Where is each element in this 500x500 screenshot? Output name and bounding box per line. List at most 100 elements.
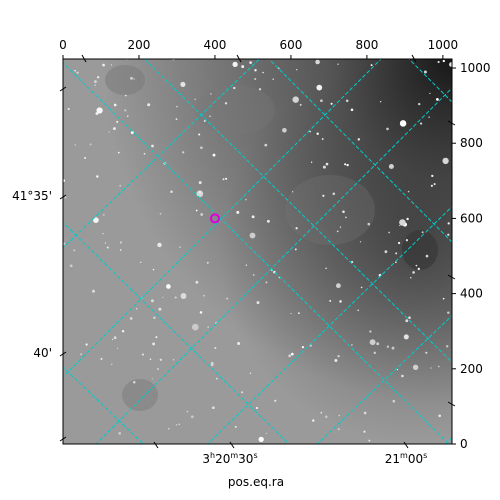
star	[182, 151, 185, 154]
star	[265, 432, 268, 435]
star	[198, 133, 201, 136]
star	[245, 264, 248, 266]
star	[170, 190, 173, 194]
star	[199, 311, 203, 314]
star	[186, 410, 189, 413]
star	[121, 330, 125, 333]
star	[126, 115, 129, 118]
star	[225, 177, 228, 180]
target-marker	[209, 213, 220, 224]
star	[297, 312, 300, 315]
star	[119, 249, 122, 251]
star	[396, 368, 399, 371]
star	[74, 144, 76, 146]
star	[64, 196, 67, 199]
star	[195, 280, 199, 284]
star	[200, 146, 203, 150]
star	[433, 183, 436, 186]
star	[282, 128, 287, 133]
star	[359, 241, 362, 243]
dec-tick-label-0: 41°35'	[12, 189, 52, 203]
star	[369, 339, 376, 346]
star	[320, 412, 323, 414]
star	[176, 105, 178, 108]
star	[435, 97, 439, 101]
star	[212, 153, 216, 157]
star	[429, 92, 431, 95]
star	[288, 354, 292, 358]
star	[174, 296, 177, 299]
star	[316, 84, 323, 91]
top-edge-ticks	[81, 54, 417, 63]
star	[129, 317, 133, 320]
star	[249, 372, 252, 374]
star	[206, 261, 209, 264]
star	[357, 138, 361, 141]
star	[405, 319, 409, 323]
star	[388, 231, 390, 234]
grid-line	[206, 205, 452, 444]
star	[336, 230, 339, 233]
star	[203, 294, 206, 297]
star	[431, 174, 434, 178]
top-tick-label-0: 0	[59, 38, 67, 52]
star	[430, 367, 432, 369]
star	[116, 347, 119, 350]
star	[168, 428, 170, 430]
star	[447, 233, 450, 236]
star	[190, 415, 194, 419]
star	[292, 96, 299, 103]
star	[178, 423, 180, 426]
ra-tick-label-1: 21m00s	[385, 451, 428, 466]
star	[152, 268, 155, 271]
star	[85, 343, 88, 346]
star	[294, 248, 297, 251]
star	[425, 351, 428, 354]
star	[162, 296, 164, 299]
star	[207, 326, 210, 329]
star	[69, 264, 73, 268]
right-axis: 0 200 400 600 800 1000	[452, 61, 491, 451]
star	[262, 71, 264, 74]
top-tick-label-3: 600	[279, 38, 302, 52]
star	[412, 271, 415, 274]
star	[309, 130, 311, 133]
star-field	[63, 59, 452, 443]
star	[63, 242, 66, 245]
grid-line	[408, 59, 452, 103]
star	[334, 359, 338, 362]
star	[100, 357, 103, 360]
star	[224, 102, 228, 105]
star	[442, 59, 445, 63]
star	[150, 299, 154, 303]
star	[401, 374, 404, 378]
grid-line	[95, 87, 452, 444]
star	[63, 179, 66, 182]
star	[124, 109, 127, 112]
star	[117, 151, 120, 154]
star	[408, 316, 411, 319]
star	[447, 311, 450, 314]
star	[290, 312, 292, 315]
star	[330, 102, 333, 105]
grid-line	[63, 59, 261, 249]
star	[295, 227, 298, 230]
star	[399, 219, 406, 226]
coordinate-grid	[63, 59, 452, 444]
top-tick-label-2: 400	[204, 38, 227, 52]
star	[299, 103, 302, 106]
star	[388, 163, 394, 170]
star	[321, 138, 324, 140]
star	[93, 217, 99, 223]
grid-line	[63, 366, 145, 444]
sky-image	[63, 59, 452, 444]
grid-line	[268, 59, 452, 243]
star	[113, 336, 117, 340]
star	[445, 345, 449, 348]
star	[175, 118, 178, 120]
star	[420, 122, 423, 125]
star	[233, 86, 236, 90]
star	[147, 103, 151, 107]
star	[379, 101, 382, 103]
star	[384, 250, 388, 254]
